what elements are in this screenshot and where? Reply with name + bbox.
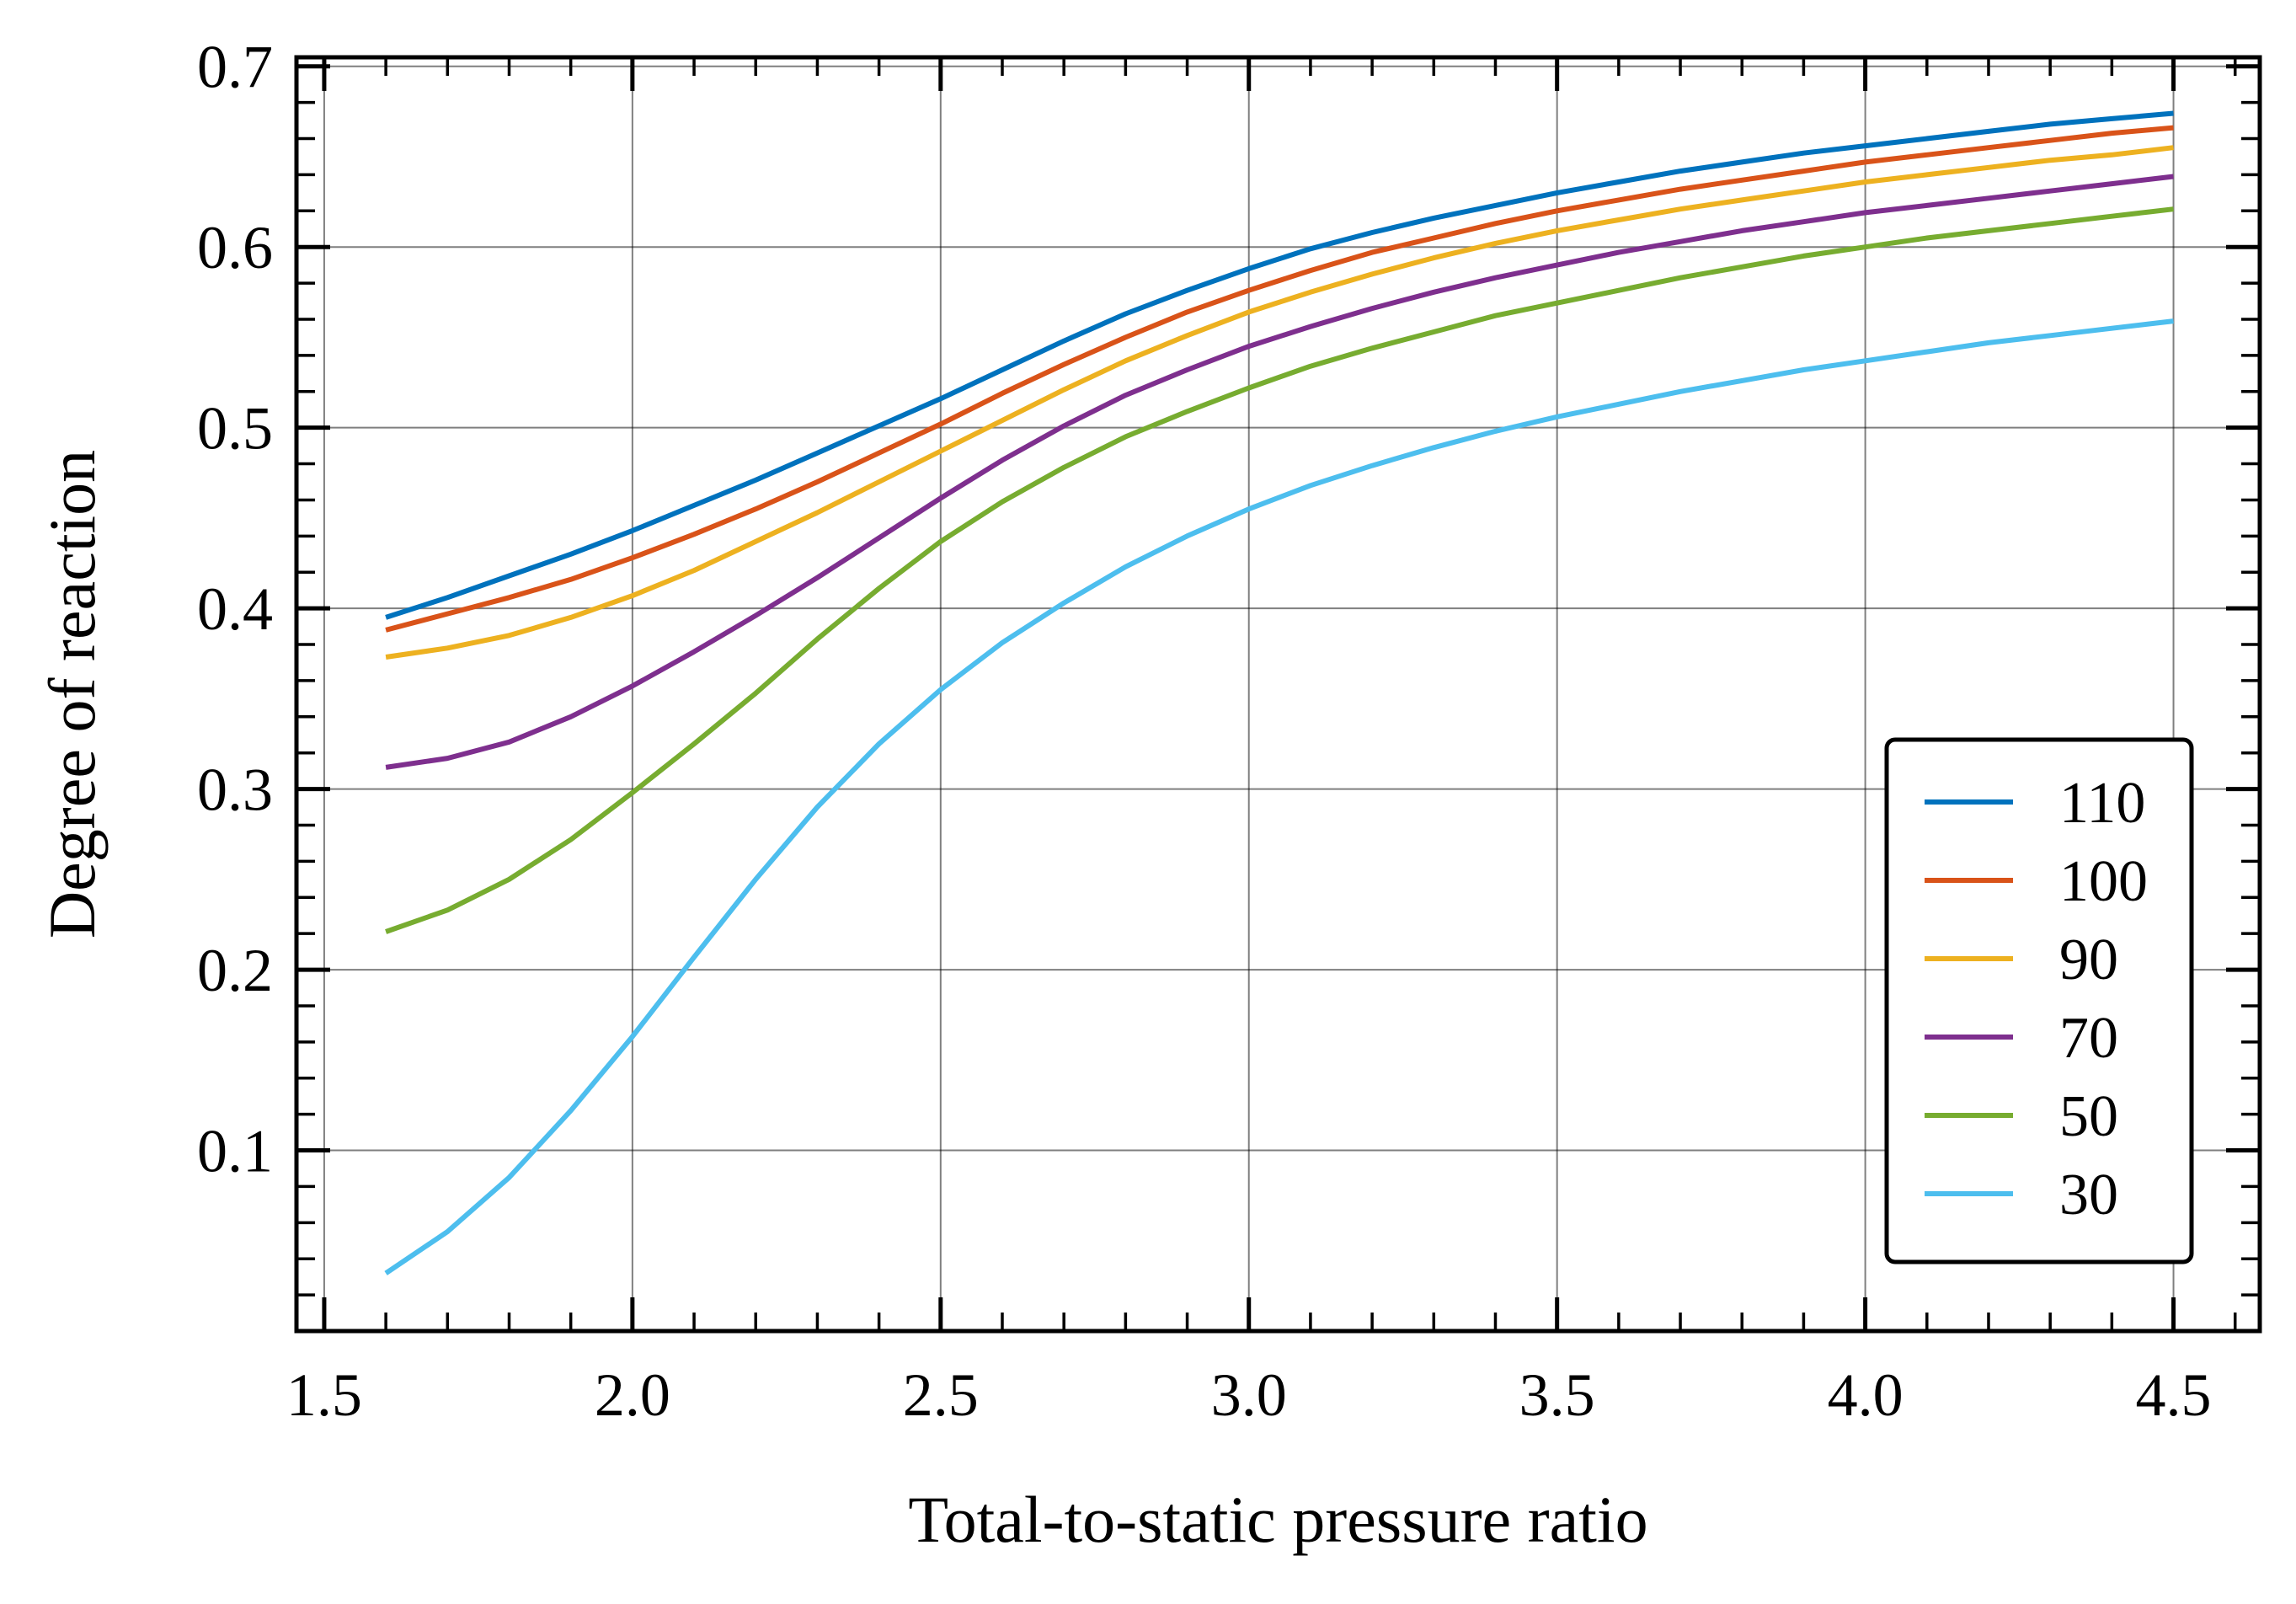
x-tick-label: 2.0 bbox=[595, 1361, 670, 1429]
y-tick-label: 0.7 bbox=[197, 34, 273, 101]
x-tick-label: 1.5 bbox=[286, 1361, 362, 1429]
legend-label-100: 100 bbox=[2059, 849, 2148, 914]
x-tick-label: 3.5 bbox=[1519, 1361, 1595, 1429]
axis-ticks bbox=[296, 57, 2260, 1331]
legend-label-50: 50 bbox=[2059, 1084, 2118, 1149]
y-tick-label: 0.5 bbox=[197, 395, 273, 462]
series-line-30 bbox=[384, 318, 2174, 1275]
tick-labels: 1.5 2.0 2.5 3.0 3.5 4.0 4.5 0.1 0.2 0.3 0.4 0.5 0.6 0… bbox=[197, 34, 2212, 1429]
legend-label-30: 30 bbox=[2059, 1163, 2118, 1227]
legend-label-70: 70 bbox=[2059, 1006, 2118, 1071]
y-axis-label: Degree of reaction bbox=[35, 450, 109, 938]
series-line-100 bbox=[385, 125, 2174, 633]
legend-items: 110 100 90 70 50 30 bbox=[1925, 771, 2148, 1227]
legend-box bbox=[1884, 737, 2194, 1264]
y-tick-label: 0.1 bbox=[197, 1118, 273, 1185]
y-tick-label: 0.2 bbox=[197, 937, 273, 1004]
legend-label-90: 90 bbox=[2059, 928, 2118, 992]
plot-frame bbox=[294, 55, 2262, 1334]
series-line-70 bbox=[385, 174, 2174, 770]
series-lines bbox=[384, 110, 2174, 1275]
series-line-90 bbox=[385, 145, 2174, 660]
series-line-50 bbox=[385, 206, 2174, 934]
legend: 110 100 90 70 50 30 bbox=[1884, 737, 2194, 1264]
legend-label-110: 110 bbox=[2059, 771, 2145, 836]
y-tick-label: 0.6 bbox=[197, 214, 273, 281]
x-tick-label: 2.5 bbox=[903, 1361, 979, 1429]
x-tick-label: 3.0 bbox=[1211, 1361, 1287, 1429]
y-tick-label: 0.3 bbox=[197, 757, 273, 824]
series-line-110 bbox=[385, 110, 2174, 620]
x-tick-label: 4.0 bbox=[1828, 1361, 1904, 1429]
grid bbox=[296, 57, 2260, 1331]
x-tick-label: 4.5 bbox=[2136, 1361, 2212, 1429]
x-axis-label: Total-to-static pressure ratio bbox=[908, 1483, 1647, 1556]
y-tick-label: 0.4 bbox=[197, 575, 273, 643]
